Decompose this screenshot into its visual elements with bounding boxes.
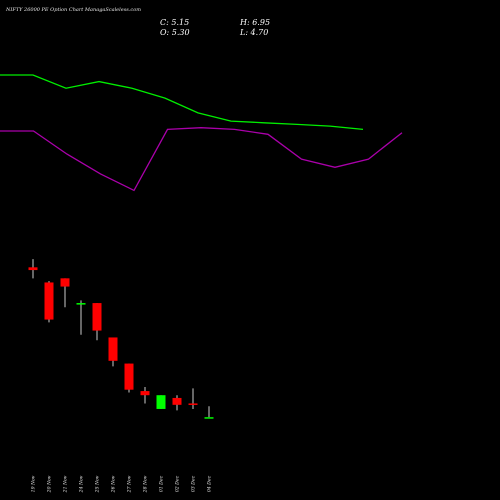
low-value: L: 4.70 (240, 28, 269, 37)
candle-body (108, 337, 118, 361)
candle-body (172, 397, 182, 405)
x-tick-label: 02 Dec (175, 475, 181, 492)
candle-body (92, 303, 102, 331)
x-tick-label: 28 Nov (143, 475, 149, 493)
x-tick-label: 20 Nov (47, 475, 53, 493)
candle-body (156, 395, 166, 409)
x-tick-label: 21 Nov (63, 475, 69, 493)
x-tick-label: 03 Dec (191, 475, 197, 492)
candle-body (140, 391, 150, 396)
x-tick-label: 26 Nov (111, 475, 117, 493)
indicator-lines (0, 74, 403, 192)
purple-line-series (0, 127, 403, 192)
high-value: H: 6.95 (240, 18, 271, 27)
x-tick-label: 04 Dec (207, 475, 213, 492)
close-value: C: 5.15 (160, 18, 190, 27)
green-line-series (0, 74, 364, 131)
x-tick-label: 25 Nov (95, 475, 101, 493)
open-value: O: 5.30 (160, 28, 190, 37)
candle-body (76, 303, 86, 305)
candle-body (188, 403, 198, 405)
x-tick-label: 19 Nov (31, 475, 37, 492)
candles (28, 259, 214, 419)
candle-body (60, 278, 70, 287)
candle-body (44, 282, 54, 320)
x-tick-label: 24 Nov (79, 475, 85, 493)
x-axis-labels: 19 Nov 20 Nov 21 Nov 24 Nov 25 Nov 26 Nov 27 N… (31, 475, 213, 493)
candle-body (204, 417, 214, 419)
x-tick-label: 01 Dec (159, 475, 165, 492)
chart-title: NIFTY 26000 PE Option Chart ManagaScalel… (6, 7, 141, 13)
x-tick-label: 27 Nov (127, 475, 133, 493)
candle-body (124, 363, 134, 390)
candle-body (28, 267, 38, 271)
